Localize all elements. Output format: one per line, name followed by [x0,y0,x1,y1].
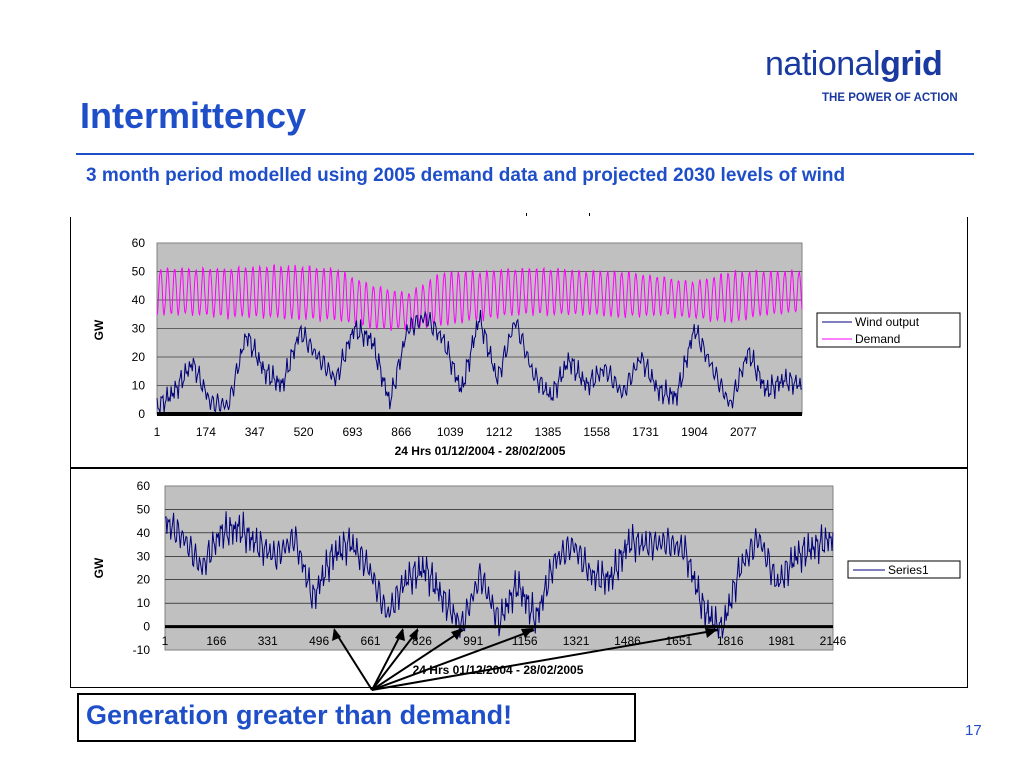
chart2-x-axis-label: 24 Hrs 01/12/2004 - 28/02/2005 [413,663,584,677]
y-tick-label: 50 [132,265,146,279]
legend-demand-label: Demand [855,332,900,346]
y-tick-label: 30 [137,549,151,563]
chart1-legend: Wind output Demand [816,312,961,348]
y-tick-label: 10 [137,596,151,610]
x-tick-label: 347 [245,425,265,439]
x-tick-label: 1981 [768,634,795,648]
x-tick-label: 1212 [486,425,513,439]
chart2-x-ticks: 1 166 331 496 661 826 991 1156 1321 1486 1651 1816 1… [162,634,847,648]
x-tick-label: 693 [342,425,362,439]
x-tick-label: 1 [154,425,161,439]
charts-divider [70,467,967,469]
y-tick-label: 60 [137,479,151,493]
x-tick-label: 1731 [632,425,659,439]
chart1-x-axis-label: 24 Hrs 01/12/2004 - 28/02/2005 [395,444,566,458]
x-tick-label: 1816 [717,634,744,648]
y-tick-label: 60 [132,236,146,250]
logo-tagline: THE POWER OF ACTION [822,92,958,104]
x-tick-label: 520 [294,425,314,439]
title-rule [76,153,974,155]
logo-word-regular: national [765,45,881,83]
callout-arrow-6 [371,629,719,691]
legend-wind-output-label: Wind output [855,315,920,329]
x-tick-label: 496 [309,634,329,648]
callout-arrow-1 [333,629,373,691]
page-title: Intermittency [80,95,307,136]
callout-arrowhead-4 [451,628,463,640]
page-number: 17 [965,722,982,739]
series-series1-line [164,511,834,639]
callout-arrowhead-2 [395,628,405,641]
callout-arrow-4 [371,629,464,691]
x-tick-label: 331 [258,634,278,648]
x-tick-label: 1385 [535,425,562,439]
callout-arrowhead-6 [705,628,718,638]
chart-wind-demand: 0 10 20 30 40 50 60 1 174 347 520 693 866 1039 1212 13… [92,236,961,458]
chart2-legend: Series1 [847,560,961,579]
x-tick-label: 866 [391,425,411,439]
y-tick-label: 50 [137,502,151,516]
x-tick-label: 661 [361,634,381,648]
callout-box [77,693,636,742]
y-tick-label: 20 [132,350,146,364]
slide-subtitle: 3 month period modelled using 2005 deman… [86,165,846,186]
callout-arrowhead-3 [409,628,418,641]
y-tick-label: 10 [132,379,146,393]
x-tick-label: 174 [196,425,216,439]
callout-arrow-5 [371,629,535,691]
logo-word-bold: grid [880,45,943,83]
y-tick-label: 0 [138,407,145,421]
legend-series1-label: Series1 [888,563,929,577]
callout-arrow-3 [371,629,419,691]
y-tick-label: 30 [132,322,146,336]
callout-arrowhead-1 [332,628,341,641]
x-tick-label: 166 [206,634,226,648]
x-tick-label: 1904 [681,425,708,439]
callout-text: Generation greater than demand! [86,700,513,730]
chart2-y-axis-label: GW [92,557,106,578]
x-tick-label: 2146 [820,634,847,648]
x-tick-label: 1 [162,634,169,648]
x-tick-label: 1039 [437,425,464,439]
x-tick-label: 1321 [563,634,590,648]
chart1-x-ticks: 1 174 347 520 693 866 1039 1212 1385 1558 1731 1904… [154,425,757,439]
chart1-y-axis-label: GW [92,319,106,340]
series-demand-line [156,264,803,331]
chart1-y-ticks: 0 10 20 30 40 50 60 [132,236,146,421]
callout-arrowhead-5 [521,628,534,638]
y-tick-label: -10 [133,643,151,657]
y-tick-label: 40 [132,293,146,307]
callout-arrows [332,628,719,691]
callout-arrow-2 [371,629,404,691]
x-tick-label: 1156 [512,634,538,648]
y-tick-label: 20 [137,573,151,587]
y-tick-label: 40 [137,526,151,540]
national-grid-logo: nationalgrid [765,45,943,84]
x-tick-label: 991 [463,634,483,648]
chart2-y-ticks: -10 0 10 20 30 40 50 60 [133,479,151,657]
x-tick-label: 1558 [583,425,610,439]
image-crop-mark [526,213,590,216]
x-tick-label: 2077 [730,425,757,439]
series-wind-output-line [156,309,803,413]
y-tick-label: 0 [143,620,150,634]
